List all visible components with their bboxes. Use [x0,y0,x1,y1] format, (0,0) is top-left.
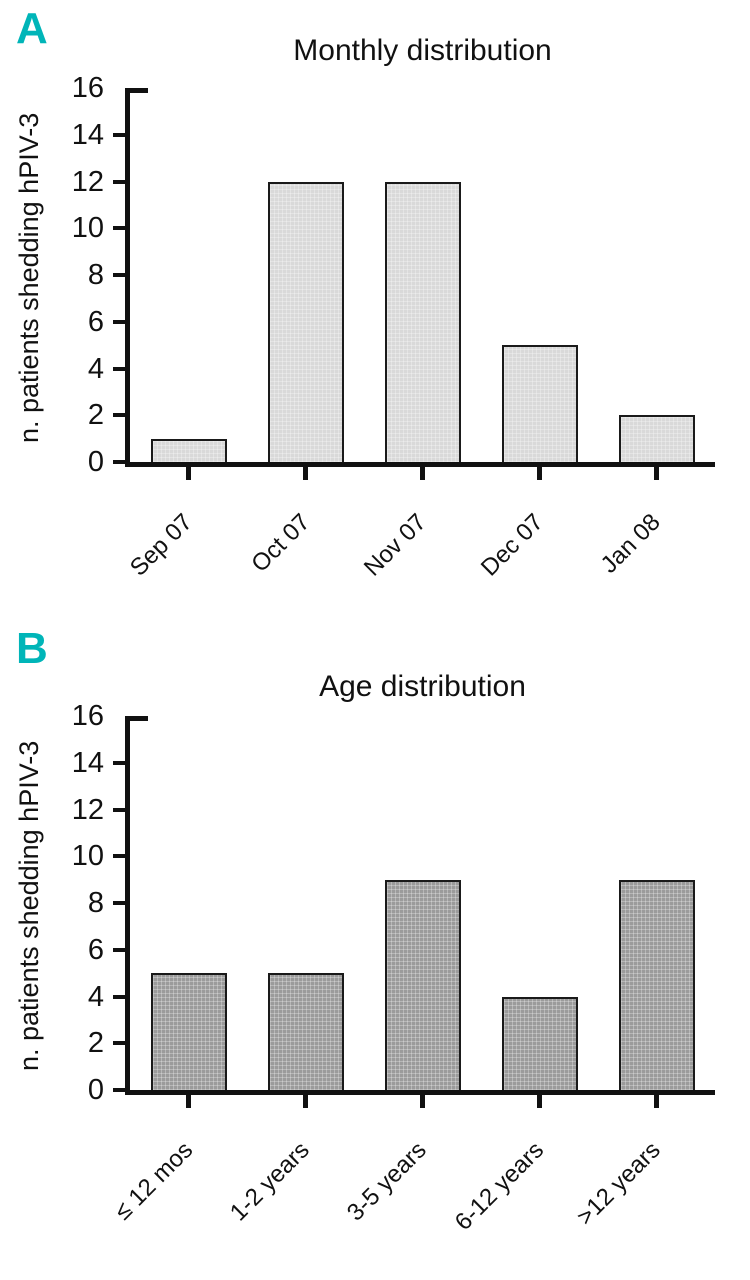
y-axis-tick-label: 16 [71,72,104,104]
y-axis-tick-label: 14 [71,746,104,779]
panel-a-y-axis-title: n. patients shedding hPIV-3 [14,112,44,443]
x-axis-tick [420,1095,425,1108]
y-axis-tick [113,179,125,184]
y-axis-tick [113,460,125,464]
x-axis-tick [303,1095,308,1108]
y-axis-tick [113,226,125,231]
bar->12 years [618,879,695,1090]
x-axis-tick-label-text: Nov 07 [359,508,433,582]
x-axis-tick [303,467,308,480]
y-axis-tick-label: 8 [87,887,104,919]
panel-b-plot-area: 0 2 4 6 8 10 12 14 16 ≤ 12 mos 1-2 years 3-5 years 6… [72,702,715,1236]
y-axis-tick [113,366,125,371]
y-axis-tick-label: 6 [87,305,104,338]
y-axis-tick-label: 2 [87,399,104,432]
bar-Dec 07 [501,345,578,462]
bar-Sep 07 [150,438,227,462]
x-axis-tick [420,467,425,480]
x-axis-tick-label-text: Sep 07 [125,508,199,582]
x-axis-tick-label-text: Oct 07 [246,508,316,578]
y-axis-tick-label: 16 [71,700,104,732]
x-axis-tick-label-text: 6-12 years [449,1136,550,1236]
y-axis-tick-label: 14 [71,118,104,151]
y-axis-tick-label: 0 [87,446,104,478]
panel-a-label: A [16,4,48,53]
y-axis-top-cap [130,88,148,93]
y-axis-tick-label: 10 [71,212,104,245]
x-axis-tick [186,1095,191,1108]
y-axis-tick-label: 8 [87,259,104,291]
y-axis-tick-label: 4 [87,980,104,1013]
x-axis-tick-label-text: Dec 07 [476,508,550,582]
bar-Nov 07 [384,181,461,462]
y-axis-tick [113,1041,125,1046]
y-axis-tick-label: 12 [71,793,104,826]
y-axis-tick-label: 6 [87,933,104,966]
x-axis-tick [654,467,659,480]
y-axis-tick-label: 10 [71,840,104,873]
panel-b-age-distribution: B Age distribution n. patients shedding … [0,620,750,1280]
panel-b-label: B [16,624,48,673]
bar-6-12 years [501,996,578,1090]
y-axis-tick-label: 4 [87,352,104,385]
y-axis-tick-label: 2 [87,1027,104,1060]
y-axis-tick [113,132,125,137]
y-axis-tick-label: 12 [71,165,104,198]
panel-a-monthly-distribution: A Monthly distribution n. patients shedd… [0,0,750,620]
panel-a-chart-title: Monthly distribution [293,34,552,67]
x-axis-tick-label-text: >12 years [572,1136,667,1231]
y-axis-top-cap [130,716,148,721]
y-axis-tick [113,947,125,952]
x-axis-tick-label-text: 3-5 years [342,1136,433,1227]
y-axis-tick [113,807,125,812]
x-axis-tick [186,467,191,480]
y-axis-tick-label: 0 [87,1074,104,1106]
y-axis-tick [113,854,125,859]
x-axis-tick [654,1095,659,1108]
x-axis-tick-label-text: Jan 08 [596,508,667,579]
bar-Oct 07 [267,181,344,462]
y-axis-tick [113,994,125,999]
y-axis-tick [113,901,125,905]
bar-Jan 08 [618,415,695,462]
panel-b-y-axis-title: n. patients shedding hPIV-3 [14,740,44,1071]
panel-a-plot-area: 0 2 4 6 8 10 12 14 16 Sep 07 Oct 07 Nov 07 Dec 07 Jan… [72,74,715,581]
bar-1-2 years [267,973,344,1090]
y-axis-tick [113,273,125,277]
x-axis-tick-label-text: ≤ 12 mos [109,1136,199,1226]
x-axis-tick [537,1095,542,1108]
x-axis-tick [537,467,542,480]
y-axis-tick [113,413,125,418]
y-axis-tick [113,1088,125,1092]
y-axis-tick [113,319,125,324]
y-axis-tick [113,760,125,765]
bar-≤ 12 mos [150,973,227,1090]
panel-b-chart-title: Age distribution [319,670,526,703]
bar-3-5 years [384,879,461,1090]
x-axis-tick-label-text: 1-2 years [225,1136,316,1227]
